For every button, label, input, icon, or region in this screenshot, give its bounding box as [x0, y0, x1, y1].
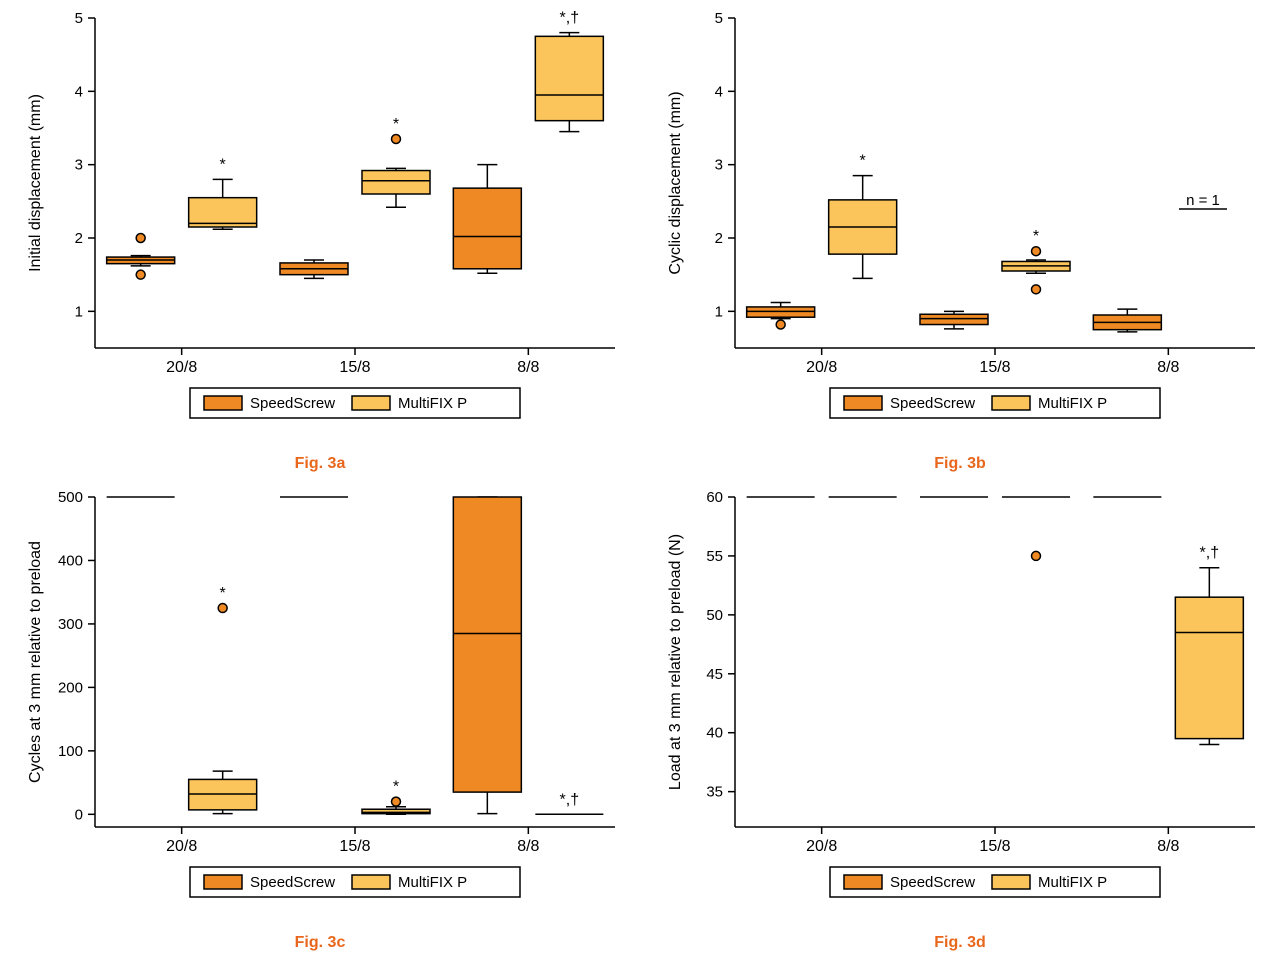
- svg-text:20/8: 20/8: [166, 838, 197, 855]
- chart-b: 1 2 3 4 5 Cyclic displacement (mm) 20/8 15/8 8/8…: [640, 0, 1280, 479]
- svg-text:3: 3: [75, 157, 83, 174]
- svg-text:8/8: 8/8: [1157, 359, 1179, 376]
- chart-a: 1 2 3 4 5 Initial displacement (mm) 20/8 15/8 8/…: [0, 0, 640, 479]
- svg-text:*,†: *,†: [560, 791, 580, 808]
- svg-text:n = 1: n = 1: [1186, 192, 1220, 209]
- svg-text:*,†: *,†: [560, 10, 580, 27]
- svg-text:4: 4: [715, 83, 723, 100]
- svg-text:*: *: [860, 153, 866, 170]
- svg-text:50: 50: [706, 607, 723, 624]
- svg-text:SpeedScrew: SpeedScrew: [890, 874, 975, 891]
- svg-text:8/8: 8/8: [1157, 838, 1179, 855]
- svg-text:20/8: 20/8: [806, 359, 837, 376]
- svg-text:400: 400: [58, 552, 83, 569]
- caption-b: Fig. 3b: [934, 455, 986, 473]
- svg-text:MultiFIX P: MultiFIX P: [1038, 395, 1107, 412]
- svg-text:MultiFIX P: MultiFIX P: [398, 395, 467, 412]
- svg-text:4: 4: [75, 83, 83, 100]
- svg-text:8/8: 8/8: [517, 359, 539, 376]
- svg-text:20/8: 20/8: [166, 359, 197, 376]
- svg-text:5: 5: [715, 10, 723, 27]
- svg-text:SpeedScrew: SpeedScrew: [890, 395, 975, 412]
- svg-text:Initial displacement (mm): Initial displacement (mm): [27, 94, 44, 272]
- svg-text:60: 60: [706, 489, 723, 506]
- svg-text:15/8: 15/8: [979, 838, 1010, 855]
- panel-b: 1 2 3 4 5 Cyclic displacement (mm) 20/8 15/8 8/8…: [640, 0, 1280, 479]
- panel-d: 35 40 45 50 55 60 Load at 3 mm relative to pre…: [640, 479, 1280, 958]
- svg-text:SpeedScrew: SpeedScrew: [250, 874, 335, 891]
- svg-text:*: *: [220, 156, 226, 173]
- svg-text:3: 3: [715, 157, 723, 174]
- caption-c: Fig. 3c: [295, 934, 346, 952]
- caption-a: Fig. 3a: [295, 455, 346, 473]
- svg-text:MultiFIX P: MultiFIX P: [1038, 874, 1107, 891]
- svg-text:*: *: [220, 585, 226, 602]
- svg-text:MultiFIX P: MultiFIX P: [398, 874, 467, 891]
- svg-text:15/8: 15/8: [339, 838, 370, 855]
- chart-c: 0 100 200 300 400 500 Cycles at 3 mm relative …: [0, 479, 640, 958]
- svg-text:*: *: [393, 779, 399, 796]
- svg-text:*: *: [393, 116, 399, 133]
- chart-d: 35 40 45 50 55 60 Load at 3 mm relative to pre…: [640, 479, 1280, 958]
- svg-text:Cyclic displacement (mm): Cyclic displacement (mm): [667, 91, 684, 274]
- svg-text:1: 1: [75, 303, 83, 320]
- svg-text:15/8: 15/8: [339, 359, 370, 376]
- svg-text:8/8: 8/8: [517, 838, 539, 855]
- svg-text:*,†: *,†: [1200, 545, 1220, 562]
- svg-text:40: 40: [706, 725, 723, 742]
- figure-grid: 12345Initial displacement (mm)20/815/88/…: [0, 0, 1280, 958]
- svg-text:2: 2: [715, 230, 723, 247]
- svg-text:100: 100: [58, 743, 83, 760]
- svg-text:35: 35: [706, 784, 723, 801]
- svg-text:15/8: 15/8: [979, 359, 1010, 376]
- svg-text:20/8: 20/8: [806, 838, 837, 855]
- svg-text:45: 45: [706, 666, 723, 683]
- svg-text:Load at 3 mm relative to prelo: Load at 3 mm relative to preload (N): [667, 534, 684, 790]
- svg-text:55: 55: [706, 548, 723, 565]
- svg-text:0: 0: [75, 806, 83, 823]
- svg-text:1: 1: [715, 303, 723, 320]
- svg-text:Cycles at 3 mm relative to pre: Cycles at 3 mm relative to preload: [27, 541, 44, 783]
- panel-c: 0 100 200 300 400 500 Cycles at 3 mm relative …: [0, 479, 640, 958]
- panel-a: 1 2 3 4 5 Initial displacement (mm) 20/8 15/8 8/…: [0, 0, 640, 479]
- svg-text:2: 2: [75, 230, 83, 247]
- svg-text:200: 200: [58, 679, 83, 696]
- svg-text:*: *: [1033, 228, 1039, 245]
- caption-d: Fig. 3d: [934, 934, 986, 952]
- svg-text:SpeedScrew: SpeedScrew: [250, 395, 335, 412]
- svg-text:300: 300: [58, 616, 83, 633]
- svg-text:500: 500: [58, 489, 83, 506]
- svg-text:5: 5: [75, 10, 83, 27]
